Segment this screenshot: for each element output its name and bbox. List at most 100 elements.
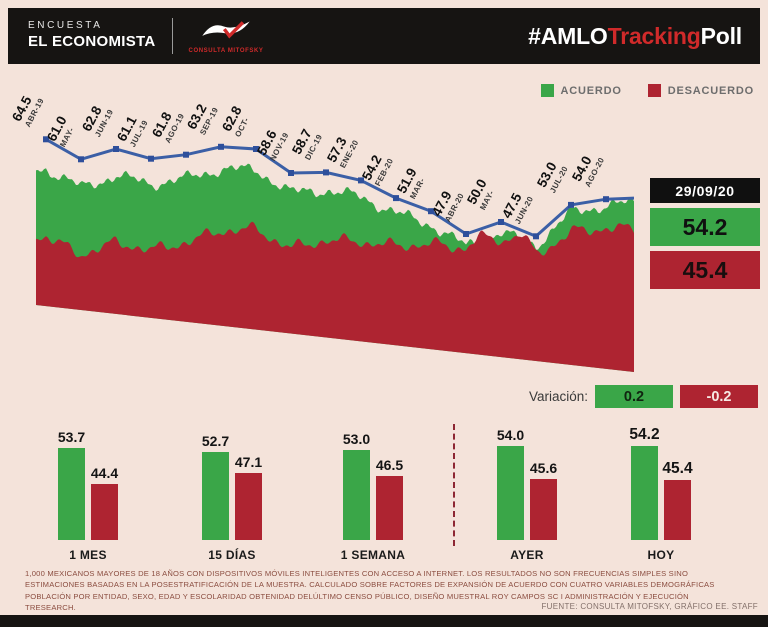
- mitofsky-bird-icon: [200, 19, 252, 46]
- mitofsky-logo-label: CONSULTA MITOFSKY: [188, 47, 264, 54]
- bar-group-1-mes: 53.7 44.4 1 MES: [55, 420, 121, 565]
- line-marker: [113, 146, 119, 152]
- variation-desacuerdo-badge: -0.2: [680, 385, 758, 408]
- line-marker: [603, 196, 609, 203]
- line-marker: [323, 169, 329, 176]
- point-label: 61.1 JUL-19: [114, 111, 151, 148]
- bar-category-label: 15 DÍAS: [208, 548, 256, 562]
- hashtag-poll: Poll: [700, 22, 743, 49]
- desacuerdo-bar: [530, 479, 557, 540]
- acuerdo-bar-value: 54.0: [496, 427, 525, 444]
- line-marker: [393, 195, 399, 202]
- line-marker: [78, 156, 84, 163]
- acuerdo-bar-value: 52.7: [201, 432, 230, 449]
- desacuerdo-bar-value: 45.6: [529, 460, 558, 477]
- point-label: 54.2 FEB-20: [359, 150, 396, 188]
- point-label: 61.8 AGO-19: [149, 105, 187, 145]
- line-marker: [498, 219, 504, 225]
- brand-block: ENCUESTA EL ECONOMISTA CONSULTA MITOFSKY: [28, 8, 264, 64]
- legend-item-acuerdo: ACUERDO: [540, 84, 622, 97]
- desacuerdo-bar-value: 44.4: [90, 464, 119, 481]
- acuerdo-trend-line: [45, 137, 634, 239]
- desacuerdo-bar: [235, 473, 262, 540]
- tracking-area-chart: 64.5 ABR-19 61.0 MAY- 62.8 JUN-19 61.1 JUL-19 61…: [9, 94, 634, 375]
- hashtag-tracking: Tracking: [607, 22, 701, 49]
- area-chart-canvas: [36, 136, 634, 372]
- period-bar-chart: 53.7 44.4 1 MES 52.7 47.1 15 DÍAS 53.0 46.5 1 SE…: [0, 420, 768, 565]
- bar-group-1-semana: 53.0 46.5 1 SEMANA: [340, 420, 406, 565]
- point-label: 57.3 ENE-20: [324, 132, 361, 171]
- bottom-bar: [0, 615, 768, 627]
- current-acuerdo-value: 54.2: [650, 208, 760, 246]
- variation-label: Variación:: [528, 389, 588, 404]
- desacuerdo-bar: [91, 483, 118, 540]
- header-bar: ENCUESTA EL ECONOMISTA CONSULTA MITOFSKY…: [8, 8, 760, 64]
- current-desacuerdo-value: 45.4: [650, 251, 760, 289]
- bar-category-label: 1 MES: [69, 548, 107, 562]
- line-marker: [288, 170, 294, 176]
- acuerdo-bar: [497, 446, 524, 540]
- desacuerdo-bar-value: 46.5: [375, 456, 404, 473]
- methodology-footnote: 1,000 MEXICANOS MAYORES DE 18 AÑOS CON D…: [25, 569, 715, 613]
- point-label: 53.0 JUL-20: [534, 157, 571, 194]
- point-label: 50.0 MAY-: [464, 177, 499, 212]
- acuerdo-bar-value: 53.7: [57, 428, 86, 445]
- chart-point-labels: 64.5 ABR-19 61.0 MAY- 62.8 JUN-19 61.1 JUL-19 61…: [9, 94, 634, 375]
- line-marker: [253, 146, 259, 152]
- bar-group-hoy: 54.2 45.4 HOY: [628, 420, 694, 565]
- acuerdo-bar: [58, 447, 85, 540]
- point-label: 64.5 ABR-19: [9, 90, 47, 129]
- acuerdo-bar-value: 54.2: [629, 425, 660, 443]
- line-marker: [43, 136, 49, 143]
- acuerdo-swatch-icon: [540, 84, 554, 97]
- el-economista-brand: ENCUESTA EL ECONOMISTA: [28, 20, 156, 51]
- page-title: #AMLOTrackingPoll: [528, 23, 742, 50]
- point-label: 54.0 AGO-20: [569, 149, 607, 189]
- hashtag-amlo: #AMLO: [528, 22, 608, 49]
- brand-encuesta-label: ENCUESTA: [28, 20, 103, 32]
- brand-divider: [171, 18, 173, 54]
- acuerdo-bar: [631, 445, 658, 540]
- line-marker: [568, 201, 574, 208]
- point-label: 47.5 JUN-20: [499, 188, 536, 226]
- line-marker: [358, 177, 364, 184]
- point-label: 47.9 ABR-20: [429, 185, 467, 224]
- legend-acuerdo-label: ACUERDO: [560, 84, 622, 97]
- bar-category-label: HOY: [647, 548, 675, 562]
- desacuerdo-bar-value: 45.4: [662, 459, 693, 477]
- source-credit: FUENTE: CONSULTA MITOFSKY, GRÁFICO EE. S…: [541, 602, 758, 611]
- line-marker: [428, 208, 434, 215]
- acuerdo-bar: [343, 450, 370, 540]
- line-marker: [183, 151, 189, 158]
- desacuerdo-bar: [376, 475, 403, 540]
- variation-acuerdo-badge: 0.2: [595, 385, 673, 408]
- desacuerdo-bar: [664, 479, 691, 540]
- point-label: 58.6 NOV-19: [254, 124, 292, 163]
- current-date-badge: 29/09/20: [650, 178, 760, 203]
- desacuerdo-bar-value: 47.1: [234, 454, 263, 471]
- point-label: 63.2 SEP-19: [184, 99, 221, 137]
- bar-group-ayer: 54.0 45.6 AYER: [494, 420, 560, 565]
- point-label: 62.8 OCT-: [219, 104, 254, 139]
- acuerdo-bar-value: 53.0: [342, 431, 371, 448]
- period-divider: [453, 424, 455, 546]
- brand-el-economista-label: EL ECONOMISTA: [28, 32, 156, 50]
- acuerdo-bar: [202, 451, 229, 540]
- legend-item-desacuerdo: DESACUERDO: [647, 84, 754, 97]
- bar-category-label: AYER: [510, 548, 544, 562]
- line-marker: [218, 143, 224, 150]
- current-values-panel: 29/09/20 54.2 45.4: [650, 178, 760, 289]
- point-label: 58.7 DIC-19: [289, 126, 325, 162]
- bar-group-15-días: 52.7 47.1 15 DÍAS: [199, 420, 265, 565]
- point-label: 62.8 JUN-19: [79, 101, 116, 139]
- mitofsky-logo: CONSULTA MITOFSKY: [189, 19, 264, 54]
- line-marker: [533, 233, 539, 240]
- bar-category-label: 1 SEMANA: [340, 548, 406, 562]
- legend-desacuerdo-label: DESACUERDO: [667, 84, 754, 97]
- point-label: 61.0 MAY-: [44, 114, 79, 149]
- legend: ACUERDO DESACUERDO: [540, 84, 754, 97]
- line-marker: [148, 155, 154, 162]
- desacuerdo-swatch-icon: [647, 84, 661, 97]
- point-label: 51.9 MAR-: [394, 166, 429, 201]
